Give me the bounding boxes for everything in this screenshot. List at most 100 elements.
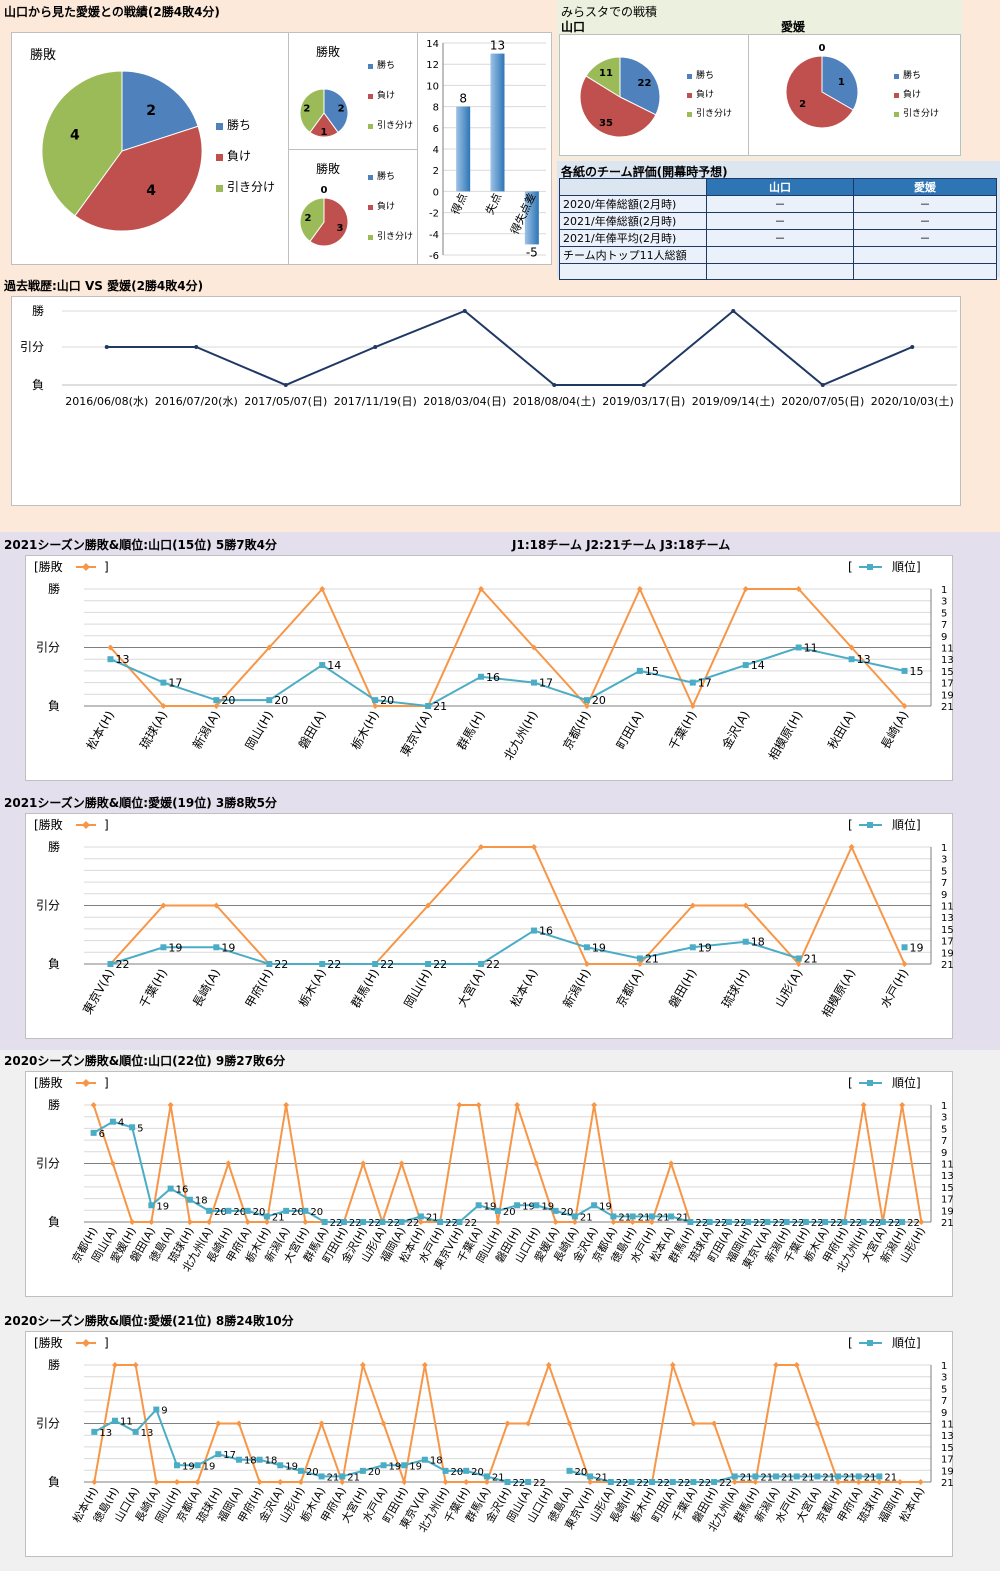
rank-point xyxy=(421,1456,428,1463)
result-point xyxy=(591,1102,598,1108)
bar-data-label: -5 xyxy=(526,245,538,259)
result-point xyxy=(860,1102,867,1108)
rank-point xyxy=(372,961,379,967)
y-tick-label: 6 xyxy=(433,124,439,135)
rank-data-label: 19 xyxy=(409,1461,422,1472)
history-panel: 勝引分負 2016/06/08(水) 2016/07/20(水) 2017/05/07… xyxy=(11,296,961,506)
rank-data-label: 21 xyxy=(618,1212,631,1223)
x-tick-label: 松本(A) xyxy=(508,967,541,1010)
rank-data-label: 20 xyxy=(233,1207,246,1218)
small-pie-1-title: 勝敗 xyxy=(316,45,341,59)
pie-data-label: 35 xyxy=(599,118,613,129)
rank-point xyxy=(225,1207,232,1214)
result-point xyxy=(587,1479,594,1485)
x-tick-label: 千葉(H) xyxy=(666,709,699,753)
result-point xyxy=(514,1102,521,1108)
result-point xyxy=(186,1219,193,1225)
result-point xyxy=(731,1479,738,1485)
result-point xyxy=(456,1102,463,1108)
pie-data-label: 22 xyxy=(638,78,652,89)
eval-header-0 xyxy=(559,178,707,196)
legend-label: 負け xyxy=(227,149,251,163)
result-point xyxy=(742,586,749,592)
rank-point xyxy=(706,1219,713,1225)
result-point xyxy=(244,1219,251,1225)
x-tick-label: 山形(A) xyxy=(772,967,805,1010)
eval-row: チーム内トップ11人総額 xyxy=(559,246,997,264)
history-point xyxy=(283,383,288,387)
legend-label: 引き分け xyxy=(903,108,939,119)
rank-point xyxy=(297,1467,304,1474)
legend-swatch-引き分け xyxy=(894,112,899,117)
rank-data-label: 22 xyxy=(907,1218,920,1229)
mirasta-pie-panel-right: 1 2 0 勝ち 負け 引き分け xyxy=(748,34,961,156)
rank-data-label: 21 xyxy=(884,1472,897,1483)
bar-data-label: 8 xyxy=(459,92,467,106)
rank-point xyxy=(795,955,802,962)
x-tick-label: 琉球(H) xyxy=(719,967,752,1011)
result-point xyxy=(421,1362,428,1368)
mirasta-pie-panel-left: 22 35 11 勝ち 負け 引き分け xyxy=(559,34,749,156)
rank-point xyxy=(711,1479,718,1485)
rank-data-label: 18 xyxy=(430,1456,443,1467)
rank-point xyxy=(530,927,537,934)
x-tick-label: 岡山(H) xyxy=(401,967,434,1011)
pie-slice-引き分け xyxy=(585,56,621,98)
eval-header-2: 愛媛 xyxy=(853,178,997,196)
rank-tick-label: 1 xyxy=(941,843,947,854)
result-point xyxy=(855,1479,862,1485)
legend-label: 負け xyxy=(377,200,395,212)
legend-swatch-負け xyxy=(894,93,899,98)
rank-data-label: 19 xyxy=(599,1201,612,1212)
rank-data-label: 22 xyxy=(772,1218,785,1229)
rank-data-label: 19 xyxy=(541,1201,554,1212)
rank-point xyxy=(802,1219,809,1225)
rank-line xyxy=(93,1407,529,1483)
mirasta-block: みらスタでの戦積 山口 愛媛 22 35 11 勝ち 負け 引き分け 1 2 0 勝ち 負け 引き分… xyxy=(557,0,962,158)
result-point xyxy=(213,902,220,909)
y-tick-label: 12 xyxy=(426,60,439,71)
rank-tick-label: 21 xyxy=(941,960,954,971)
legend-swatch-勝ち xyxy=(894,74,899,79)
rank-tick-label: 13 xyxy=(941,1171,954,1182)
y-tick-label: -2 xyxy=(429,209,439,220)
bar-失点 xyxy=(490,53,505,192)
y-label: 負 xyxy=(48,699,60,713)
rank-data-label: 16 xyxy=(486,671,500,684)
legend-right-label: 順位] xyxy=(892,1075,921,1090)
rank-data-label: 19 xyxy=(203,1461,216,1472)
result-point xyxy=(132,1362,139,1368)
rank-data-label: 19 xyxy=(182,1461,195,1472)
rank-data-label: 19 xyxy=(484,1201,497,1212)
rank-data-label: 13 xyxy=(115,653,129,666)
y-tick-label: 2 xyxy=(433,166,439,177)
rank-data-label: 22 xyxy=(830,1218,843,1229)
result-point xyxy=(525,1420,532,1427)
rank-point xyxy=(525,1479,532,1485)
pie-slice-負け xyxy=(785,55,854,129)
rank-data-label: 22 xyxy=(464,1218,477,1229)
rank-point xyxy=(132,1428,139,1435)
legend-left-close: ] xyxy=(104,560,109,574)
pie-data-label: 2 xyxy=(338,103,345,114)
result-point xyxy=(442,1479,449,1485)
result-point xyxy=(225,1160,232,1167)
rank-point xyxy=(822,1219,829,1225)
result-point xyxy=(425,902,432,909)
rank-data-label: 22 xyxy=(387,1218,400,1229)
rank-data-label: 21 xyxy=(347,1472,360,1483)
rank-data-label: 22 xyxy=(657,1478,670,1489)
rank-point xyxy=(148,1202,155,1209)
legend-swatch-引き分け xyxy=(368,235,373,240)
rank-point xyxy=(111,1417,118,1424)
x-tick-label: 2018/03/04(日) xyxy=(423,395,506,408)
rank-data-label: 17 xyxy=(698,677,712,690)
pie-data-label: 0 xyxy=(819,43,826,54)
rank-point xyxy=(266,697,273,704)
result-point xyxy=(552,1219,559,1225)
rank-data-label: 22 xyxy=(849,1218,862,1229)
eval-table: 山口 愛媛 2020/年俸総額(2月時) －－ 2021/年俸総額(2月時) －－ … xyxy=(559,178,997,280)
rank-point xyxy=(848,656,855,663)
eval-cell: － xyxy=(706,195,854,213)
rank-tick-label: 19 xyxy=(941,1466,954,1477)
